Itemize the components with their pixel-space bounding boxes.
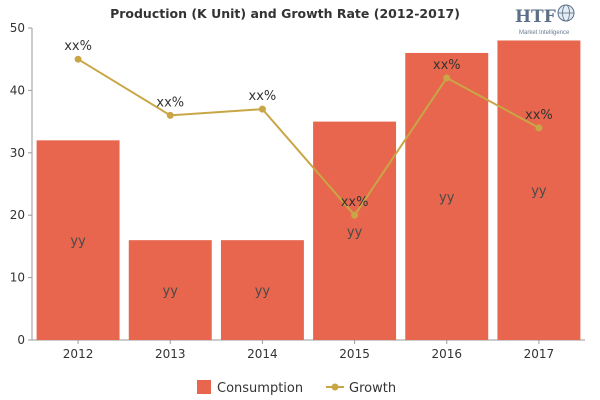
growth-point: [351, 211, 359, 219]
bar-data-label: yy: [70, 234, 86, 249]
x-tick-label: 2012: [63, 347, 94, 361]
growth-data-label: xx%: [341, 195, 369, 210]
x-tick-label: 2013: [155, 347, 186, 361]
bar-consumption: [128, 240, 212, 340]
bar-data-label: yy: [531, 184, 547, 199]
logo-mark: HTF: [515, 7, 556, 27]
y-tick-label: 50: [10, 21, 25, 35]
growth-point: [443, 74, 451, 82]
growth-data-label: xx%: [525, 108, 553, 123]
growth-point: [74, 55, 82, 63]
y-tick-label: 20: [10, 208, 25, 222]
legend-swatch-consumption: [197, 380, 211, 394]
bar-data-label: yy: [347, 225, 363, 240]
y-tick-label: 40: [10, 83, 25, 97]
x-tick-label: 2014: [247, 347, 278, 361]
axes: 0 10 20 30 40 50 2012 2013 2014 2015 2016 2017: [10, 21, 585, 361]
growth-data-label: xx%: [156, 95, 184, 110]
x-tick-label: 2017: [524, 347, 555, 361]
growth-point: [166, 111, 174, 119]
growth-data-label: xx%: [64, 39, 92, 54]
line-series: xx% xx% xx% xx% xx% xx%: [64, 39, 553, 219]
bar-consumption: [497, 40, 581, 340]
legend-label-consumption: Consumption: [217, 381, 303, 396]
bar-data-label: yy: [439, 190, 455, 205]
legend: Consumption Growth: [197, 380, 396, 396]
bar-data-label: yy: [163, 284, 179, 299]
bar-consumption: [36, 140, 120, 340]
bar-data-label: yy: [255, 284, 271, 299]
brand-logo: HTF Market Intelligence: [515, 4, 575, 36]
logo-tagline: Market Intelligence: [519, 30, 570, 36]
x-tick-label: 2015: [339, 347, 370, 361]
y-tick-label: 30: [10, 146, 25, 160]
bar-series: yy yy yy yy yy yy: [36, 40, 581, 341]
legend-swatch-growth-marker: [331, 383, 339, 391]
x-tick-label: 2016: [431, 347, 462, 361]
growth-data-label: xx%: [433, 58, 461, 73]
bar-consumption: [220, 240, 304, 340]
bar-consumption: [405, 52, 489, 341]
bar-consumption: [313, 121, 397, 340]
chart-title: Production (K Unit) and Growth Rate (201…: [110, 6, 460, 21]
growth-line: [77, 58, 540, 217]
growth-data-label: xx%: [249, 89, 277, 104]
legend-label-growth: Growth: [349, 381, 396, 396]
y-tick-label: 10: [10, 271, 25, 285]
y-tick-label: 0: [17, 333, 25, 347]
growth-point: [535, 124, 543, 132]
globe-icon: [557, 4, 575, 22]
growth-point: [258, 105, 266, 113]
